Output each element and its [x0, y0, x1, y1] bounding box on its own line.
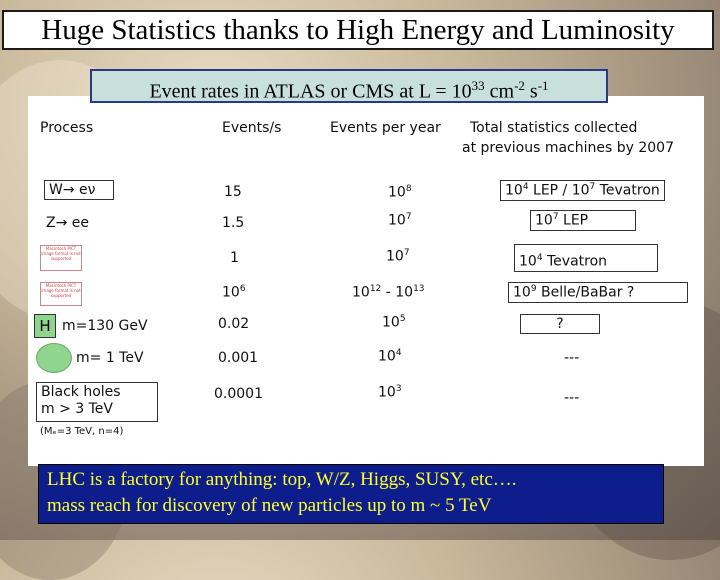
header-process: Process — [40, 120, 94, 136]
footer-line1: LHC is a factory for anything: top, W/Z,… — [47, 469, 517, 490]
slide-subtitle: Event rates in ATLAS or CMS at L = 1033 … — [90, 69, 608, 103]
year-cell: 104 — [378, 348, 402, 365]
process-higgs-130: m=130 GeV — [62, 318, 148, 334]
pict-placeholder: Macintosh PICT image format is not suppo… — [40, 245, 82, 271]
previous-cell: 107 LEP — [530, 210, 636, 231]
footer-line2: mass reach for discovery of new particle… — [47, 495, 492, 516]
slide-title: Huge Statistics thanks to High Energy an… — [2, 10, 714, 50]
previous-cell: --- — [564, 350, 580, 366]
previous-cell: 104 Tevatron — [514, 244, 658, 272]
year-cell: 1012 - 1013 — [352, 284, 425, 301]
header-total-line2: at previous machines by 2007 — [462, 140, 674, 156]
year-cell: 107 — [388, 212, 412, 229]
rate-cell: 1.5 — [222, 215, 245, 231]
previous-cell: --- — [564, 390, 580, 406]
rate-cell: 1 — [230, 250, 239, 266]
process-1tev: m= 1 TeV — [76, 350, 144, 366]
rate-cell: 0.001 — [218, 350, 259, 366]
rate-cell: 0.0001 — [214, 386, 263, 402]
previous-cell: 104 LEP / 107 Tevatron — [500, 180, 665, 201]
year-cell: 108 — [388, 184, 412, 201]
year-cell: 103 — [378, 384, 402, 401]
rate-cell: 15 — [224, 184, 242, 200]
process-note: (Mₑ=3 TeV, n=4) — [40, 426, 124, 437]
process-z-ee: Z→ ee — [46, 215, 89, 231]
pict-placeholder — [36, 343, 72, 373]
footer-banner: LHC is a factory for anything: top, W/Z,… — [38, 464, 664, 524]
header-events-per-second: Events/s — [222, 120, 282, 136]
previous-cell: ? — [520, 314, 600, 334]
header-events-per-year: Events per year — [330, 120, 441, 136]
year-cell: 105 — [382, 314, 406, 331]
header-total-line1: Total statistics collected — [470, 120, 638, 136]
process-w-enu: W→ eν — [44, 180, 114, 200]
previous-cell: 109 Belle/BaBar ? — [508, 282, 688, 303]
rate-cell: 106 — [222, 284, 246, 301]
higgs-badge: H — [34, 314, 56, 338]
pict-placeholder: Macintosh PICT image format is not suppo… — [40, 282, 82, 306]
process-black-holes: Black holes m > 3 TeV — [36, 382, 158, 422]
year-cell: 107 — [386, 248, 410, 265]
rate-cell: 0.02 — [218, 316, 250, 332]
